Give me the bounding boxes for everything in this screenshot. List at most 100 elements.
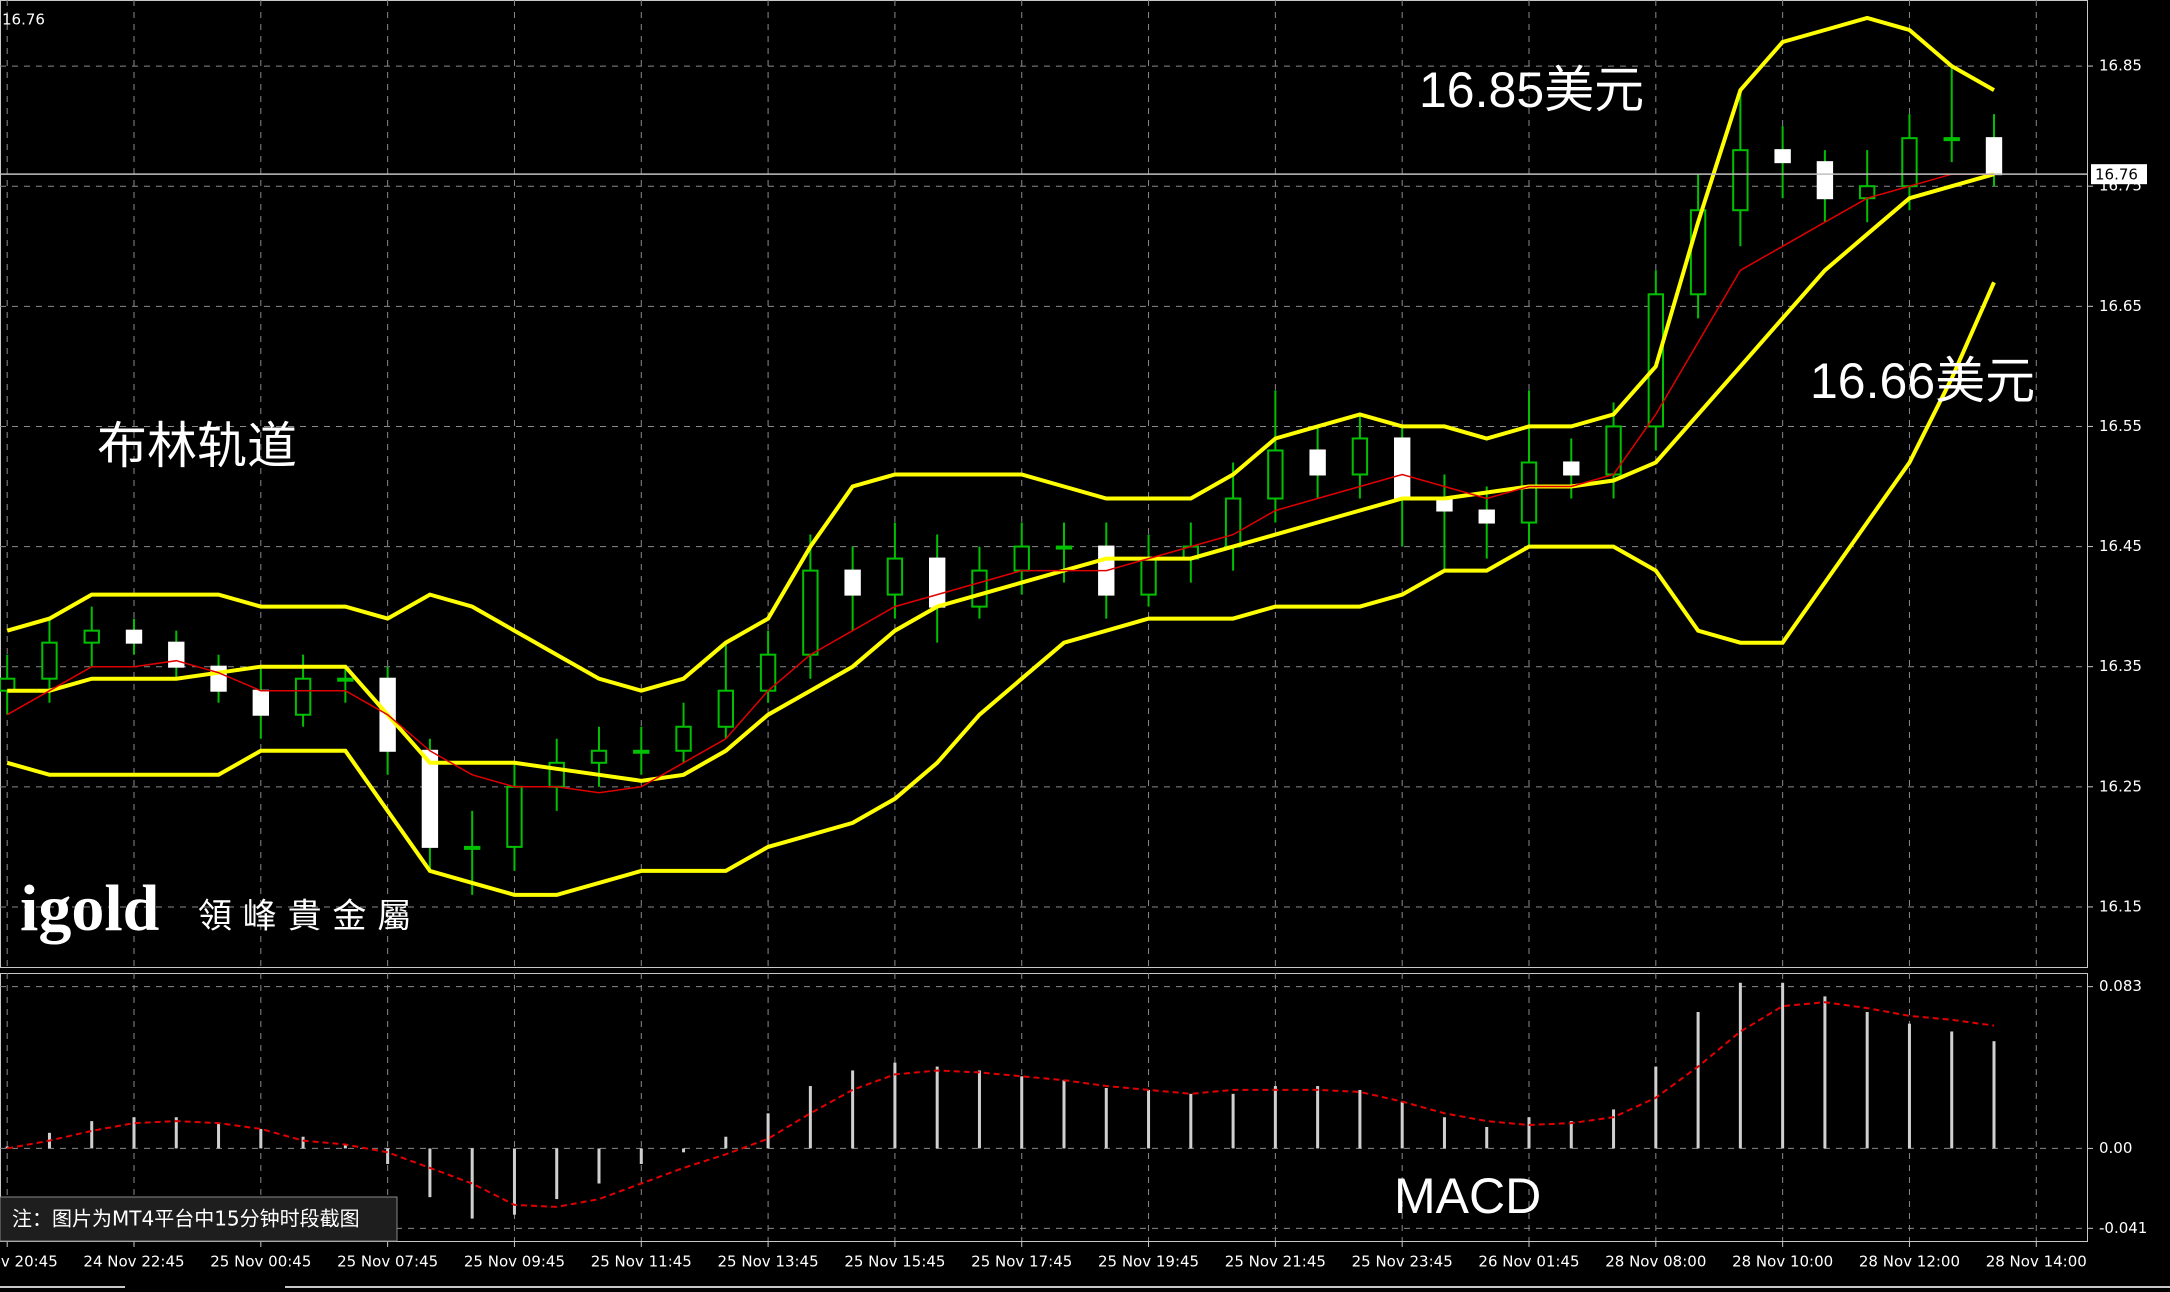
candle-body [1563,461,1580,476]
candle-body [886,557,904,596]
candle-body [168,641,185,668]
watermark-logo: igold [20,872,159,945]
annotation: 16.85美元 [1419,62,1644,118]
candle-body [83,629,100,644]
macd-bar [90,1121,94,1149]
x-tick-label: 28 Nov 08:00 [1605,1253,1706,1271]
macd-bar [935,1066,939,1149]
candle-body [1901,137,1918,188]
y-tick-label: 16.65 [2099,297,2142,315]
y-tick-label: 0.00 [2099,1139,2132,1157]
labels: 16.1516.2516.3516.4516.5516.6516.7516.85… [0,57,2147,1271]
macd-bar [301,1136,305,1149]
last-price-label: 16.76 [2,11,45,29]
bollinger-band [7,172,1995,783]
macd-bar [1273,1086,1277,1149]
candle-body [1816,161,1834,200]
macd-bar [1738,982,1742,1149]
candle-body [337,677,354,682]
macd-bar [1231,1093,1235,1149]
macd-bar [1865,1011,1869,1149]
macd-bar [259,1128,263,1149]
macd-bar [555,1148,559,1200]
annotation: 16.66美元 [1810,353,2035,409]
x-tick-label: 25 Nov 15:45 [844,1253,945,1271]
candle-body [844,569,861,596]
bollinger-band [6,281,1996,897]
candle-body [125,629,143,644]
macd-bar [724,1136,728,1149]
macd-bar [1400,1101,1404,1149]
x-tick-label: 26 Nov 01:45 [1478,1253,1579,1271]
bollinger-band [6,15,1995,693]
x-tick-label: 25 Nov 21:45 [1225,1253,1326,1271]
y-tick-label: -0.041 [2099,1219,2147,1237]
candle-body [506,785,523,848]
macd-bar [1527,1117,1531,1149]
macd-bar [1823,996,1827,1149]
macd-bar [1358,1089,1362,1149]
candle-body [1393,437,1411,500]
watermark-name: 領 峰 貴 金 屬 [198,897,411,937]
candle-body [1985,137,2003,176]
macd-bar [343,1144,347,1149]
macd-bar [132,1117,136,1149]
candle-body [971,569,988,608]
y-tick-label: 16.85 [2099,57,2142,75]
note-box [0,1196,398,1242]
y-tick-label: 16.15 [2099,897,2142,915]
x-tick-label: 25 Nov 23:45 [1352,1253,1453,1271]
macd-bar [808,1086,812,1149]
candle-body [41,641,58,680]
macd-bar [1907,1023,1911,1149]
annotation: MACD [1394,1168,1541,1224]
macd-bar [1104,1087,1108,1149]
y-tick-label: 16.55 [2099,417,2142,435]
macd-bar [1020,1076,1024,1149]
macd-bar [977,1070,981,1149]
moving-average [6,173,1994,794]
y-tick-label: 16.25 [2099,777,2142,795]
candle-body [1943,137,1960,142]
x-tick-label: 25 Nov 17:45 [971,1253,1072,1271]
macd-panel-frame [0,973,2088,1242]
y-tick-label: 16.35 [2099,657,2142,675]
macd-bar [1485,1126,1489,1149]
x-tick-label: 24 Nov 22:45 [83,1253,184,1271]
candle-body [1732,149,1749,212]
macd-bar [1062,1080,1066,1149]
y-tick-label: 16.45 [2099,537,2142,555]
candle-body [675,725,692,752]
candle-body [252,689,270,716]
candle-body [463,845,481,850]
candle-body [1224,497,1242,548]
macd-bar [682,1148,686,1153]
last-price-box [2091,164,2147,185]
macd-bar [639,1148,643,1165]
macd-bar [893,1062,897,1149]
y-tick-label: 0.083 [2099,977,2142,995]
candle-body [928,557,946,608]
x-tick-label: 24 Nov 20:45 [0,1253,58,1271]
macd-bar [1696,1011,1700,1149]
note: 注：图片为MT4平台中15分钟时段截图 [12,1207,360,1231]
candle-body [1140,557,1157,596]
candle-body [294,677,312,716]
marks [0,15,2087,1219]
macd-bar [1612,1109,1616,1149]
x-tick-label: 25 Nov 11:45 [591,1253,692,1271]
macd-bar [1654,1066,1658,1149]
macd-bar [1316,1086,1320,1149]
macd-bar [597,1148,601,1184]
candle-body [1055,545,1073,550]
macd-bar [1781,982,1785,1149]
annotation: 布林轨道 [97,418,297,474]
candle-body [759,653,777,692]
macd-bar [512,1148,516,1215]
x-tick-label: 25 Nov 09:45 [464,1253,565,1271]
candle-body [590,749,608,764]
x-tick-label: 28 Nov 10:00 [1732,1253,1833,1271]
